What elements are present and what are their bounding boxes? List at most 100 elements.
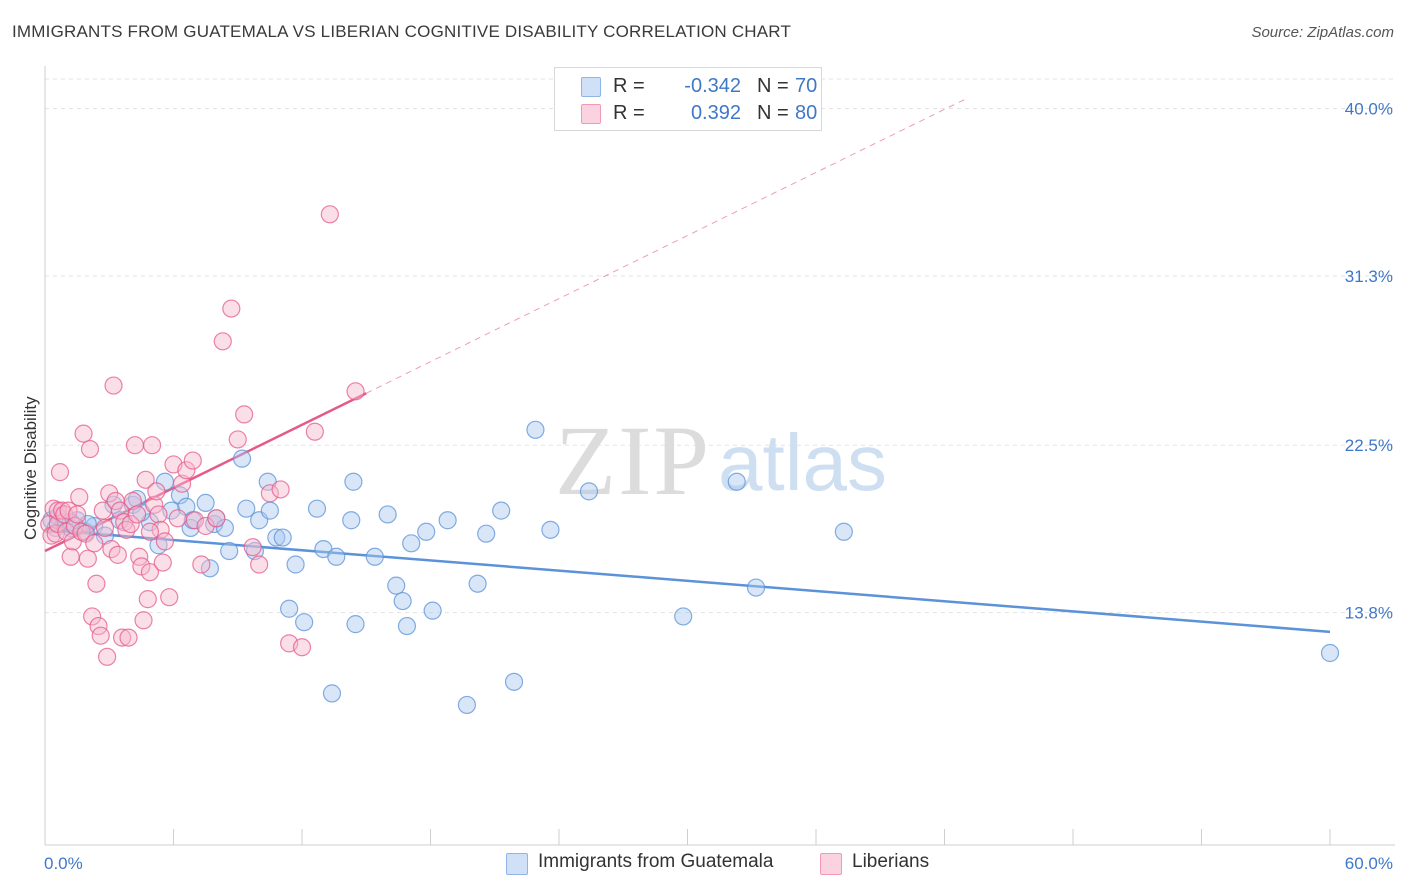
data-point (423, 601, 442, 620)
data-point (177, 461, 196, 480)
trend-line-liberians (44, 392, 367, 553)
bottom-legend-swatch-guatemala (506, 853, 528, 875)
data-point (153, 553, 172, 572)
legend-swatch-guatemala (581, 77, 601, 97)
data-point (1320, 643, 1340, 663)
data-point (170, 486, 190, 505)
data-point (87, 574, 106, 593)
data-point (674, 607, 693, 626)
data-point (110, 501, 130, 520)
data-point (108, 545, 127, 564)
data-point (457, 695, 477, 715)
data-point (526, 420, 545, 439)
data-point (322, 684, 342, 703)
data-point (477, 524, 496, 543)
data-point (200, 559, 220, 578)
series-liberians (40, 205, 365, 666)
bottom-legend-swatch-liberians (820, 853, 842, 875)
data-point (50, 463, 70, 482)
data-point (327, 547, 346, 566)
x-tick-label-min: 0.0% (44, 854, 83, 873)
correlation-legend: R = -0.342 N = 70 R = 0.392 N = 80 (554, 67, 822, 131)
bottom-legend-label-guatemala: Immigrants from Guatemala (538, 851, 774, 872)
data-point (121, 514, 140, 534)
data-point (168, 509, 187, 528)
data-point (61, 547, 80, 566)
x-tick-labels: 0.0% 60.0% (44, 854, 1393, 873)
data-point (438, 511, 457, 530)
data-points (40, 205, 1340, 715)
data-point (98, 647, 117, 666)
data-point (104, 376, 123, 395)
data-point (140, 522, 160, 541)
gridlines (45, 78, 1395, 614)
data-point (78, 549, 97, 568)
legend-r-value: -0.342 (684, 75, 741, 97)
data-point (74, 424, 93, 443)
data-point (541, 520, 560, 539)
legend-n-label: N = (757, 102, 789, 124)
y-tick-labels: 13.8% 22.5% 31.3% 40.0% (1345, 99, 1393, 622)
watermark-zip: ZIP (555, 405, 711, 516)
watermark-atlas: atlas (718, 418, 887, 507)
data-point (727, 472, 746, 491)
data-point (346, 615, 365, 634)
data-point (579, 482, 599, 501)
data-point (305, 422, 324, 441)
data-point (402, 534, 421, 553)
data-point (80, 439, 100, 459)
legend-n-label: N = (757, 75, 789, 97)
data-point (220, 541, 239, 561)
data-point (222, 299, 241, 318)
data-point (417, 522, 436, 541)
legend-swatch-liberians (581, 104, 601, 124)
data-point (378, 505, 397, 524)
x-tick-label-max: 60.0% (1345, 854, 1393, 873)
data-point (397, 616, 417, 636)
data-point (344, 472, 363, 491)
data-point (125, 436, 145, 455)
data-point (213, 332, 232, 351)
trend-lines (44, 98, 1331, 634)
axes (44, 66, 1395, 846)
watermark: ZIP atlas (555, 405, 887, 516)
data-point (286, 555, 305, 574)
data-point (260, 484, 279, 503)
data-point (492, 501, 511, 520)
data-point (387, 576, 406, 595)
y-tick-label: 40.0% (1345, 99, 1393, 118)
data-point (207, 509, 226, 528)
chart-title: IMMIGRANTS FROM GUATEMALA VS LIBERIAN CO… (12, 22, 792, 41)
data-point (59, 501, 78, 520)
y-tick-label: 13.8% (1345, 604, 1393, 623)
data-point (140, 563, 160, 582)
legend-n-value: 80 (795, 102, 818, 124)
data-point (183, 451, 202, 470)
data-point (235, 405, 254, 424)
data-point (365, 547, 384, 566)
legend-r-label: R = (613, 102, 645, 124)
data-point (260, 501, 279, 520)
data-point (307, 499, 327, 518)
data-point (70, 488, 89, 507)
bottom-legend-label-liberians: Liberians (852, 851, 930, 872)
data-point (123, 491, 142, 511)
data-point (68, 505, 87, 524)
data-point (267, 528, 286, 547)
y-tick-label: 22.5% (1345, 436, 1393, 455)
data-point (280, 599, 299, 618)
data-point (834, 522, 853, 541)
data-point (138, 590, 157, 609)
data-point (91, 626, 110, 645)
data-point (746, 578, 766, 597)
data-point (273, 528, 292, 547)
data-point (320, 205, 339, 224)
data-point (192, 555, 211, 574)
data-point (342, 511, 361, 530)
data-point (237, 499, 256, 518)
legend-n-value: 70 (795, 75, 818, 97)
data-point (292, 638, 312, 657)
chart-source: Source: ZipAtlas.com (1251, 24, 1394, 41)
data-point (228, 430, 247, 449)
data-point (196, 493, 215, 513)
